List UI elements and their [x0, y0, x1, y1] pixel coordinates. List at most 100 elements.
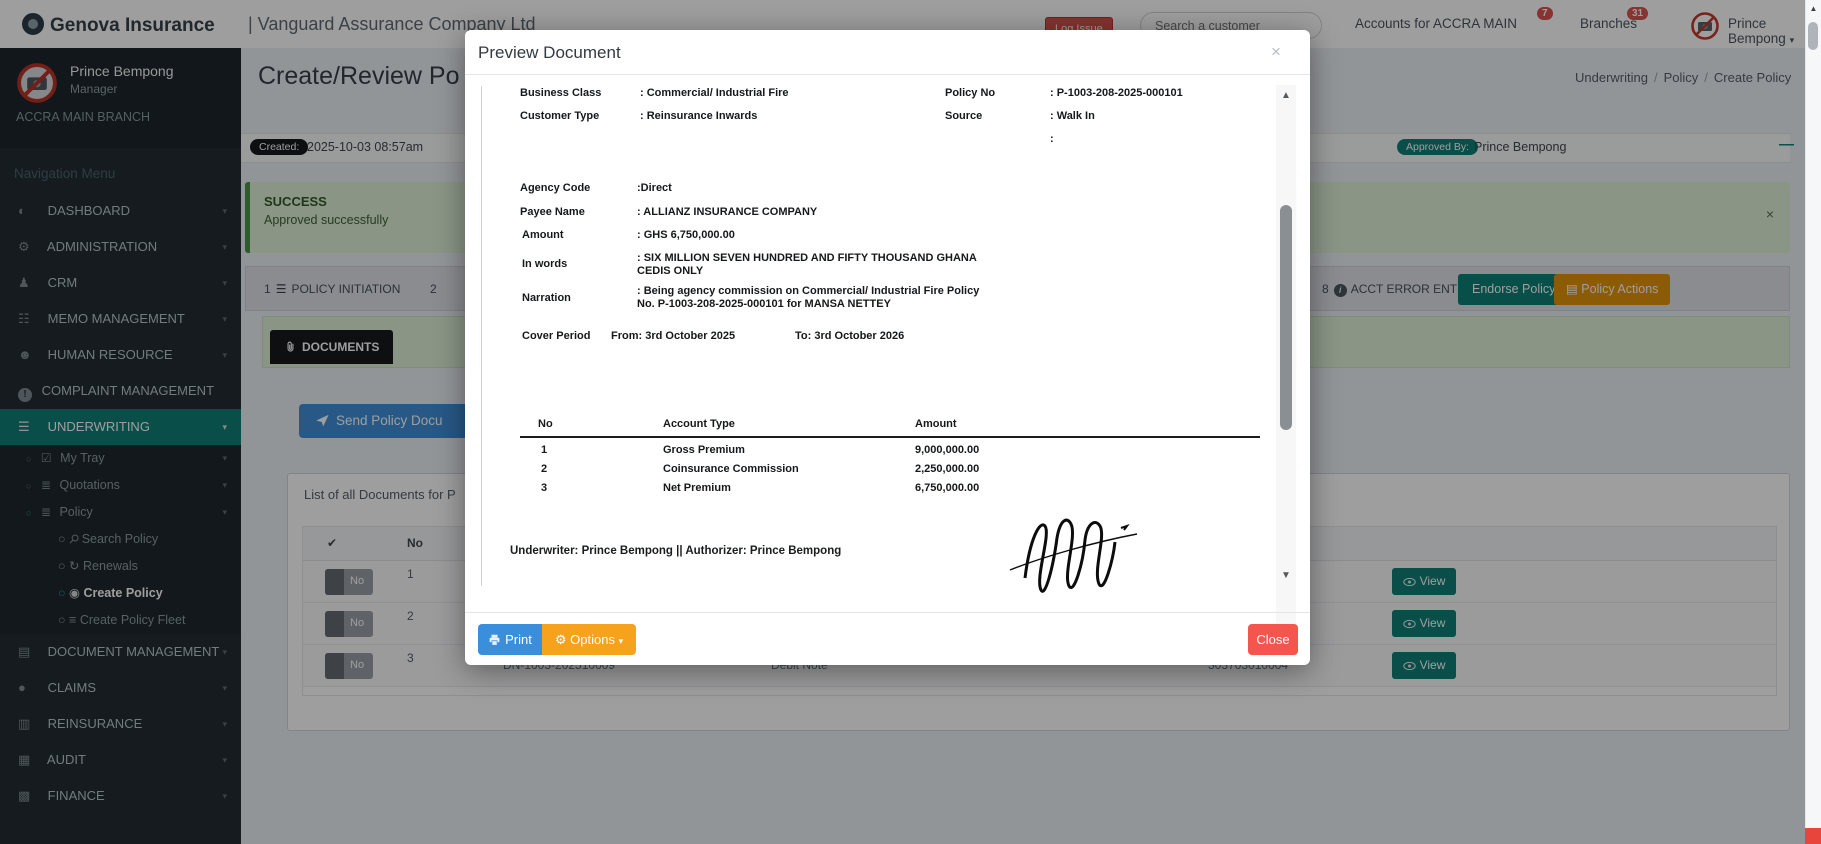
created-timestamp: 2025-10-03 08:57am	[307, 140, 424, 154]
sidebar-item-my-tray[interactable]: ○ ☑ My Tray ▾	[0, 445, 241, 472]
sidebar-item-memo-management[interactable]: ☷ MEMO MANAGEMENT ▾	[0, 301, 241, 337]
chevron-down-icon: ▾	[222, 480, 227, 490]
sidebar-item-underwriting[interactable]: ☰ UNDERWRITING ▾	[0, 409, 241, 445]
sidebar-item-quotations[interactable]: ○ ≣ Quotations ▾	[0, 472, 241, 499]
sidebar-item-label: UNDERWRITING	[47, 419, 150, 434]
user-name: Prince Bempong	[1728, 16, 1786, 46]
cell-account-type: Gross Premium	[663, 444, 745, 456]
cell-amount: 9,000,000.00	[915, 444, 980, 456]
dashboard-icon: ◐	[18, 203, 26, 218]
preview-scrollbar-thumb[interactable]	[1280, 205, 1292, 430]
chevron-down-icon: ▾	[222, 422, 227, 432]
cell-no: 2	[541, 463, 548, 475]
tab-acct-error-entries[interactable]: 8 i ACCT ERROR ENTRIES	[1310, 267, 1497, 312]
sidebar-item-finance[interactable]: ▩ FINANCE ▾	[0, 778, 241, 814]
send-policy-document-button[interactable]: Send Policy Docu	[299, 404, 472, 438]
sub-item-label: Search Policy	[81, 532, 159, 546]
table-rule	[520, 436, 1260, 438]
sidebar-item-create-policy[interactable]: ○ ◉ Create Policy	[0, 580, 241, 607]
button-label: Options	[570, 632, 615, 647]
breadcrumb-underwriting[interactable]: Underwriting	[1575, 70, 1648, 85]
document-icon: ▤	[18, 644, 31, 659]
bullet-icon: ○	[26, 508, 32, 518]
tab-number: 2	[430, 282, 437, 296]
sidebar-item-policy[interactable]: ○ ≣ Policy ▾	[0, 499, 241, 526]
column-header-no: No	[407, 536, 423, 550]
row-toggle-no[interactable]: No	[325, 653, 373, 679]
chevron-down-icon: ▾	[222, 453, 227, 463]
tab-documents[interactable]: DOCUMENTS	[270, 330, 394, 364]
view-button[interactable]: View	[1392, 652, 1456, 679]
field-label: Payee Name	[520, 206, 585, 218]
brand-name[interactable]: Genova Insurance	[50, 15, 215, 36]
sidebar-item-crm[interactable]: ♟ CRM ▾	[0, 265, 241, 301]
sub-item-label: Create Policy Fleet	[79, 613, 186, 627]
approved-by-badge: Approved By:	[1397, 139, 1479, 155]
sidebar-item-claims[interactable]: ● CLAIMS ▾	[0, 670, 241, 706]
nav-menu-label: Navigation Menu	[14, 166, 116, 181]
user-avatar-camera-off-icon[interactable]	[1690, 11, 1720, 41]
sidebar-item-renewals[interactable]: ○ ↻ Renewals	[0, 553, 241, 580]
row-number: 2	[407, 609, 414, 623]
sidebar-item-audit[interactable]: ▦ AUDIT ▾	[0, 742, 241, 778]
alert-title: SUCCESS	[264, 194, 327, 209]
tab-2[interactable]: 2	[418, 267, 454, 312]
field-label: Source	[945, 110, 983, 122]
sidebar-item-label: REINSURANCE	[47, 716, 143, 731]
alert-close-icon[interactable]: ×	[1765, 206, 1774, 222]
preview-document-modal: Preview Document × ▲ ▼ Business Class : …	[465, 30, 1310, 665]
collapse-minus-icon[interactable]: —	[1779, 136, 1794, 153]
row-toggle-no[interactable]: No	[325, 611, 373, 637]
memo-icon: ☷	[18, 311, 30, 326]
field-value: : SIX MILLION SEVEN HUNDRED AND FIFTY TH…	[637, 252, 977, 277]
breadcrumb: Underwriting / Policy / Create Policy	[1575, 70, 1792, 85]
sidebar-avatar-camera-off-icon	[16, 62, 58, 104]
sidebar-item-human-resource[interactable]: ☻ HUMAN RESOURCE ▾	[0, 337, 241, 373]
browser-scrollbar-thumb[interactable]	[1808, 22, 1818, 50]
field-value: :	[1050, 133, 1054, 145]
sidebar-item-create-policy-fleet[interactable]: ○ ≡ Create Policy Fleet	[0, 607, 241, 634]
sidebar: Prince Bempong Manager ACCRA MAIN BRANCH…	[0, 48, 241, 844]
options-button[interactable]: ⚙ Options ▾	[542, 624, 636, 655]
user-menu[interactable]: Prince Bempong ▾	[1728, 16, 1821, 46]
field-label: Agency Code	[520, 182, 591, 194]
close-button[interactable]: Close	[1248, 624, 1298, 655]
print-button[interactable]: Print	[478, 624, 542, 655]
policy-actions-button[interactable]: ▤ Policy Actions	[1554, 274, 1671, 305]
view-button[interactable]: View	[1392, 610, 1456, 637]
field-label: Cover Period	[522, 330, 591, 342]
eye-icon	[1402, 619, 1416, 629]
sidebar-item-administration[interactable]: ⚙ ADMINISTRATION ▾	[0, 229, 241, 265]
sidebar-item-search-policy[interactable]: ○ ⚲ Search Policy	[0, 526, 241, 553]
preview-col-no: No	[538, 418, 553, 430]
sidebar-item-label: CRM	[47, 275, 78, 290]
field-label: Narration	[522, 292, 571, 304]
modal-close-icon[interactable]: ×	[1271, 42, 1281, 61]
sidebar-item-label: DOCUMENT MANAGEMENT	[47, 644, 220, 659]
gear-icon: ⚙	[18, 239, 30, 254]
sidebar-user-name: Prince Bempong	[70, 63, 174, 79]
preview-col-account-type: Account Type	[663, 418, 735, 430]
sidebar-item-dashboard[interactable]: ◐ DASHBOARD ▾	[0, 193, 241, 229]
breadcrumb-policy[interactable]: Policy	[1663, 70, 1699, 85]
scrollbar-up-icon[interactable]: ▲	[1809, 4, 1818, 13]
row-toggle-no[interactable]: No	[325, 569, 373, 595]
breadcrumb-create-policy: Create Policy	[1713, 70, 1792, 85]
bullet-icon: ○	[58, 532, 66, 546]
branches-link[interactable]: Branches	[1580, 16, 1638, 31]
sidebar-item-reinsurance[interactable]: ▥ REINSURANCE ▾	[0, 706, 241, 742]
view-button[interactable]: View	[1392, 568, 1456, 595]
sidebar-item-document-management[interactable]: ▤ DOCUMENT MANAGEMENT ▾	[0, 634, 241, 670]
sub-item-label: Renewals	[83, 559, 138, 573]
sidebar-item-complaint-management[interactable]: ! COMPLAINT MANAGEMENT	[0, 373, 241, 409]
browser-scrollbar[interactable]	[1805, 0, 1821, 844]
branches-badge: 31	[1627, 7, 1649, 20]
field-value: : ALLIANZ INSURANCE COMPANY	[637, 206, 818, 218]
tab-policy-initiation[interactable]: 1 ☰ POLICY INITIATION	[252, 267, 412, 312]
sidebar-item-label: AUDIT	[46, 752, 86, 767]
scroll-down-icon[interactable]: ▼	[1281, 570, 1291, 581]
chevron-down-icon: ▾	[222, 647, 227, 657]
scroll-up-icon[interactable]: ▲	[1281, 90, 1291, 101]
accounts-link[interactable]: Accounts for ACCRA MAIN	[1355, 16, 1518, 31]
endorse-policy-button[interactable]: Endorse Policy	[1458, 274, 1570, 305]
